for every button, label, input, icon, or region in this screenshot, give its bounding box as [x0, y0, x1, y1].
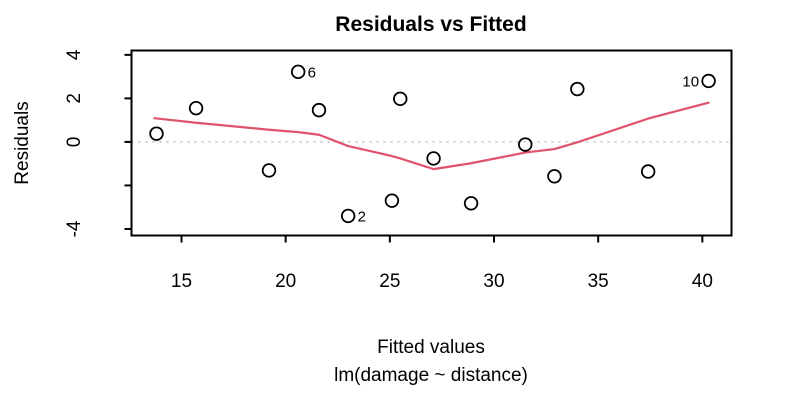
point-id-label: 2: [358, 208, 366, 225]
x-axis-sublabel: lm(damage ~ distance): [334, 365, 528, 386]
point-id-label: 6: [308, 64, 316, 81]
x-axis-label: Fitted values: [377, 337, 485, 358]
data-point: [701, 73, 716, 89]
y-tick-label: 2: [64, 93, 85, 104]
y-axis-label: Residuals: [12, 101, 33, 184]
data-point: [463, 196, 479, 211]
data-point: [518, 137, 533, 152]
data-point: [570, 81, 585, 97]
y-tick-label: 4: [64, 49, 85, 60]
data-point: [384, 193, 400, 208]
data-point: [426, 151, 441, 166]
point-id-label: 10: [682, 73, 699, 90]
y-tick-label: 0: [64, 137, 85, 148]
smooth-line: [153, 101, 710, 171]
x-tick-label: 25: [379, 271, 400, 292]
x-tick-label: 15: [171, 271, 192, 292]
x-tick-label: 35: [588, 271, 609, 292]
data-point: [311, 102, 327, 118]
plot-title: Residuals vs Fitted: [335, 13, 526, 36]
x-tick-label: 20: [275, 271, 296, 292]
data-point: [640, 164, 656, 179]
x-tick-label: 40: [692, 271, 713, 292]
x-tick-label: 30: [483, 271, 504, 292]
data-point: [340, 208, 356, 224]
data-point: [188, 100, 204, 116]
plot-box: [130, 49, 733, 237]
data-point: [149, 126, 164, 141]
data-point: [261, 163, 277, 178]
y-tick-label: -4: [64, 220, 85, 237]
data-point: [547, 169, 562, 184]
data-point: [290, 64, 306, 80]
data-point: [393, 91, 408, 107]
